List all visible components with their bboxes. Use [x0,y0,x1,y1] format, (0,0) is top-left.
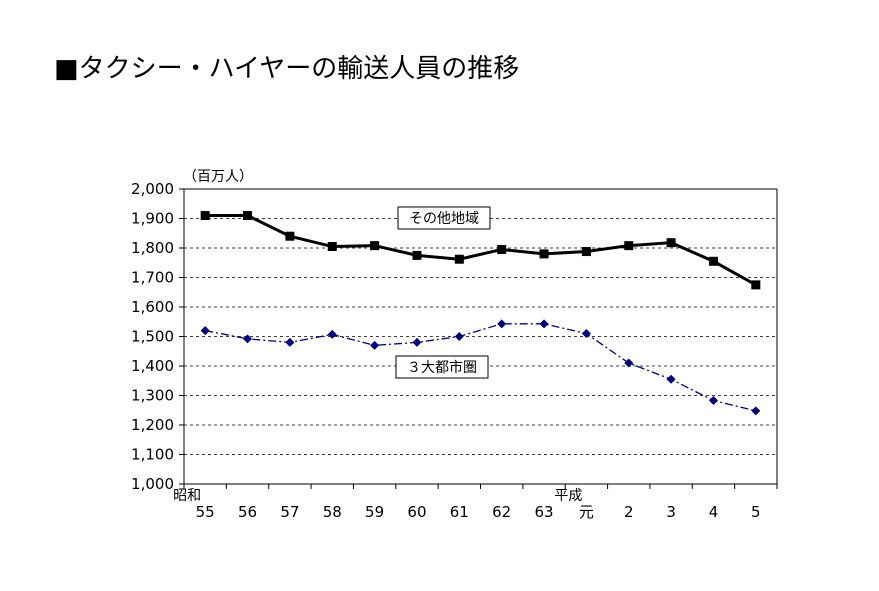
y-tick-label: 1,100 [131,446,174,464]
series-line [205,214,757,287]
data-point [370,241,380,251]
series-label-box [395,355,489,379]
x-tick-label: 61 [450,503,469,521]
data-point [370,340,380,350]
y-tick-label: 1,600 [131,298,174,316]
data-point [539,319,549,329]
axis-ticks [179,188,778,489]
data-point [285,337,295,347]
y-tick-label: 1,000 [131,475,174,493]
data-point [751,406,761,416]
data-point [624,241,634,251]
data-point [243,334,253,344]
data-point [243,211,253,221]
data-point [581,247,591,257]
data-point [624,358,634,368]
data-point [200,326,210,336]
x-tick-label: 56 [238,503,257,521]
data-point [285,231,295,241]
x-tick-label: 55 [196,503,215,521]
y-tick-label: 1,200 [131,416,174,434]
y-tick-label: 1,500 [131,328,174,346]
series-labels: その他地域 ３大都市圏 [395,206,491,379]
x-tick-label: 5 [751,503,761,521]
x-tick-label: 3 [666,503,676,521]
x-tick-label: 60 [407,503,426,521]
series-label: ３大都市圏 [407,359,477,376]
data-point [327,329,337,339]
x-tick-label: 59 [365,503,384,521]
x-tick-label: 62 [492,503,511,521]
y-axis-unit-label: （百万人） [183,169,253,185]
x-tick-labels: 55 56 57 58 59 60 61 62 63 元 2 3 4 5 昭和 平成 [173,488,760,521]
x-tick-label: 2 [624,503,634,521]
data-point [666,374,676,384]
data-point [497,319,507,329]
data-point [200,211,210,221]
data-point [327,242,337,252]
y-tick-label: 1,800 [131,239,174,257]
x-tick-label: 57 [280,503,299,521]
data-point [412,250,422,260]
page-title: ■タクシー・ハイヤーの輸送人員の推移 [54,54,520,84]
y-tick-label: 2,000 [131,180,174,198]
data-point [751,280,761,290]
x-tick-label: 58 [323,503,342,521]
era-label: 昭和 [173,488,201,504]
y-tick-label: 1,700 [131,269,174,287]
data-point [666,238,676,248]
series-label-box [397,206,491,230]
y-tick-label: 1,300 [131,387,174,405]
x-tick-label: 4 [709,503,719,521]
data-point [708,256,718,266]
y-tick-label: 1,400 [131,357,174,375]
data-point [581,329,591,339]
data-point [412,337,422,347]
data-point [539,249,549,259]
era-label: 平成 [554,488,582,504]
x-tick-label: 元 [579,503,594,521]
data-point [454,332,464,341]
x-tick-label: 63 [534,503,553,521]
series-layer [200,211,761,416]
series-line [205,323,756,412]
data-point [497,244,507,254]
y-tick-label: 1,900 [131,210,174,228]
data-point [708,396,718,406]
series-label: その他地域 [409,211,479,227]
y-tick-labels: 1,000 1,100 1,200 1,300 1,400 1,500 1,600 1,700… [131,180,174,493]
data-point [454,254,464,264]
grid-lines [184,218,777,455]
